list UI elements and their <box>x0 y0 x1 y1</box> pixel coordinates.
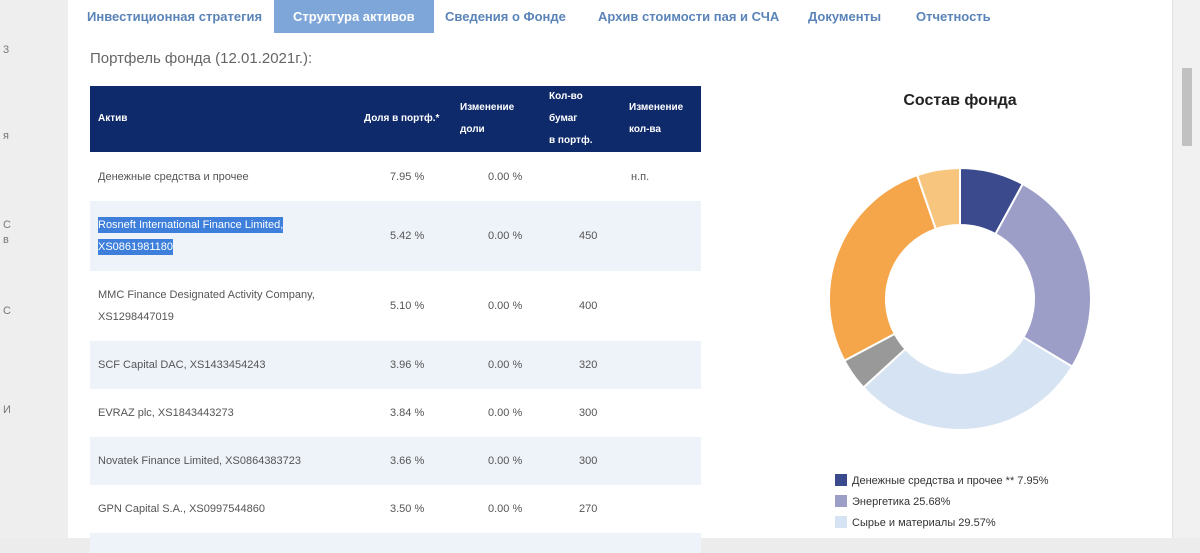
legend-label: Сырье и материалы 29.57% <box>852 517 996 529</box>
cell-count-change <box>621 437 701 485</box>
tab-bar: Инвестиционная стратегия Структура актив… <box>68 0 1173 33</box>
table-row: Денежные средства и прочее 7.95 % 0.00 %… <box>90 152 701 201</box>
cell-count: 320 <box>541 341 621 389</box>
cell-change: 0.00 % <box>452 341 541 389</box>
tab-documents[interactable]: Документы <box>808 9 882 24</box>
cell-change: 0.00 % <box>452 201 541 271</box>
header-share[interactable]: Доля в портф.* <box>356 86 452 152</box>
legend-item[interactable]: Сырье и материалы 29.57% <box>835 516 1048 537</box>
donut-slice-2[interactable] <box>861 335 1074 431</box>
header-share-change[interactable]: Изменение доли <box>452 86 541 152</box>
donut-slice-4[interactable] <box>828 173 938 363</box>
cell-count: 300 <box>541 437 621 485</box>
left-page-edge: 3 я С в С И <box>0 0 68 538</box>
table-row: SCF Capital DAC, XS1433454243 3.96 % 0.0… <box>90 341 701 389</box>
scrollbar-thumb[interactable] <box>1182 68 1192 146</box>
cell-share: 3.50 % <box>390 503 425 515</box>
cell-asset: EVRAZ plc, XS1843443273 <box>98 407 234 419</box>
cell-share: 3.66 % <box>356 437 452 485</box>
cell-asset: Rosneft International Finance Limited, XS… <box>90 201 356 271</box>
cell-share: 5.42 % <box>356 201 452 271</box>
header-asset[interactable]: Актив <box>90 86 356 152</box>
portfolio-title: Портфель фонда (12.01.2021г.): <box>90 50 313 67</box>
tab-reports[interactable]: Отчетность <box>916 9 991 24</box>
cell-asset: SCF Capital DAC, XS1433454243 <box>90 341 356 389</box>
header-count-change[interactable]: Изменение кол-ва <box>621 86 701 152</box>
legend-label: Энергетика 25.68% <box>852 496 951 508</box>
cell-change: 0.00 % <box>488 407 523 419</box>
table-row: GPN Capital S.A., XS0997544860 3.50 % 0.… <box>90 485 701 533</box>
tab-asset-structure[interactable]: Структура активов <box>274 0 434 33</box>
chart-legend: Денежные средства и прочее ** 7.95% Энерг… <box>835 474 1048 537</box>
table-row: Rosneft International Finance Limited, XS… <box>90 201 701 271</box>
cell-share: 5.10 % <box>390 300 425 312</box>
cell-asset: Денежные средства и прочее <box>98 170 249 183</box>
table-row: MMC Finance Designated Activity Company,… <box>90 271 701 341</box>
table-row: Novatek Finance Limited, XS0864383723 3.… <box>90 437 701 485</box>
cell-share: 3.96 % <box>356 341 452 389</box>
cell-count-change <box>621 271 701 341</box>
cell-change: 0.00 % <box>488 503 523 515</box>
legend-swatch <box>835 474 847 486</box>
table-row <box>90 533 701 553</box>
cell-count: 300 <box>579 407 598 419</box>
header-count[interactable]: Кол-во бумаг в портф. <box>541 86 621 152</box>
cell-count: 400 <box>579 300 598 312</box>
assets-table: Актив Доля в портф.* Изменение доли Кол-в… <box>90 86 701 553</box>
cell-asset: GPN Capital S.A., XS0997544860 <box>98 503 265 515</box>
cell-count-change <box>621 341 701 389</box>
legend-item[interactable]: Денежные средства и прочее ** 7.95% <box>835 474 1048 495</box>
legend-swatch <box>835 495 847 507</box>
cell-count: 450 <box>541 201 621 271</box>
cell-count: 270 <box>579 503 598 515</box>
fund-page: Инвестиционная стратегия Структура актив… <box>68 0 1173 553</box>
tab-fund-info[interactable]: Сведения о Фонде <box>445 9 566 24</box>
cell-asset: Novatek Finance Limited, XS0864383723 <box>90 437 356 485</box>
chart-title: Состав фонда <box>903 92 1017 109</box>
selected-text: XS0861981180 <box>98 239 174 255</box>
cell-count-change <box>621 389 701 437</box>
cell-count-change: н.п. <box>631 170 650 183</box>
fund-composition-donut-chart <box>828 167 1092 431</box>
donut-slice-1[interactable] <box>994 182 1092 368</box>
cell-count-change <box>621 201 701 271</box>
tab-investment-strategy[interactable]: Инвестиционная стратегия <box>87 9 263 24</box>
cell-asset: MMC Finance Designated Activity Company,… <box>98 289 315 323</box>
cell-count <box>541 152 621 201</box>
selected-text: Rosneft International Finance Limited, <box>98 217 284 233</box>
cell-change: 0.00 % <box>452 437 541 485</box>
cell-share: 7.95 % <box>390 170 425 183</box>
tab-nav-archive[interactable]: Архив стоимости пая и СЧА <box>598 9 780 24</box>
cell-count-change <box>621 485 701 533</box>
legend-item[interactable]: Энергетика 25.68% <box>835 495 1048 516</box>
donut-slice-5[interactable] <box>915 167 961 231</box>
cell-change: 0.00 % <box>488 300 523 312</box>
legend-swatch <box>835 516 847 528</box>
vertical-scrollbar[interactable] <box>1172 0 1200 538</box>
cell-change: 0.00 % <box>488 170 523 183</box>
table-header-row: Актив Доля в портф.* Изменение доли Кол-в… <box>90 86 701 152</box>
table-row: EVRAZ plc, XS1843443273 3.84 % 0.00 % 30… <box>90 389 701 437</box>
legend-label: Денежные средства и прочее ** 7.95% <box>852 475 1049 487</box>
cell-share: 3.84 % <box>390 407 425 419</box>
